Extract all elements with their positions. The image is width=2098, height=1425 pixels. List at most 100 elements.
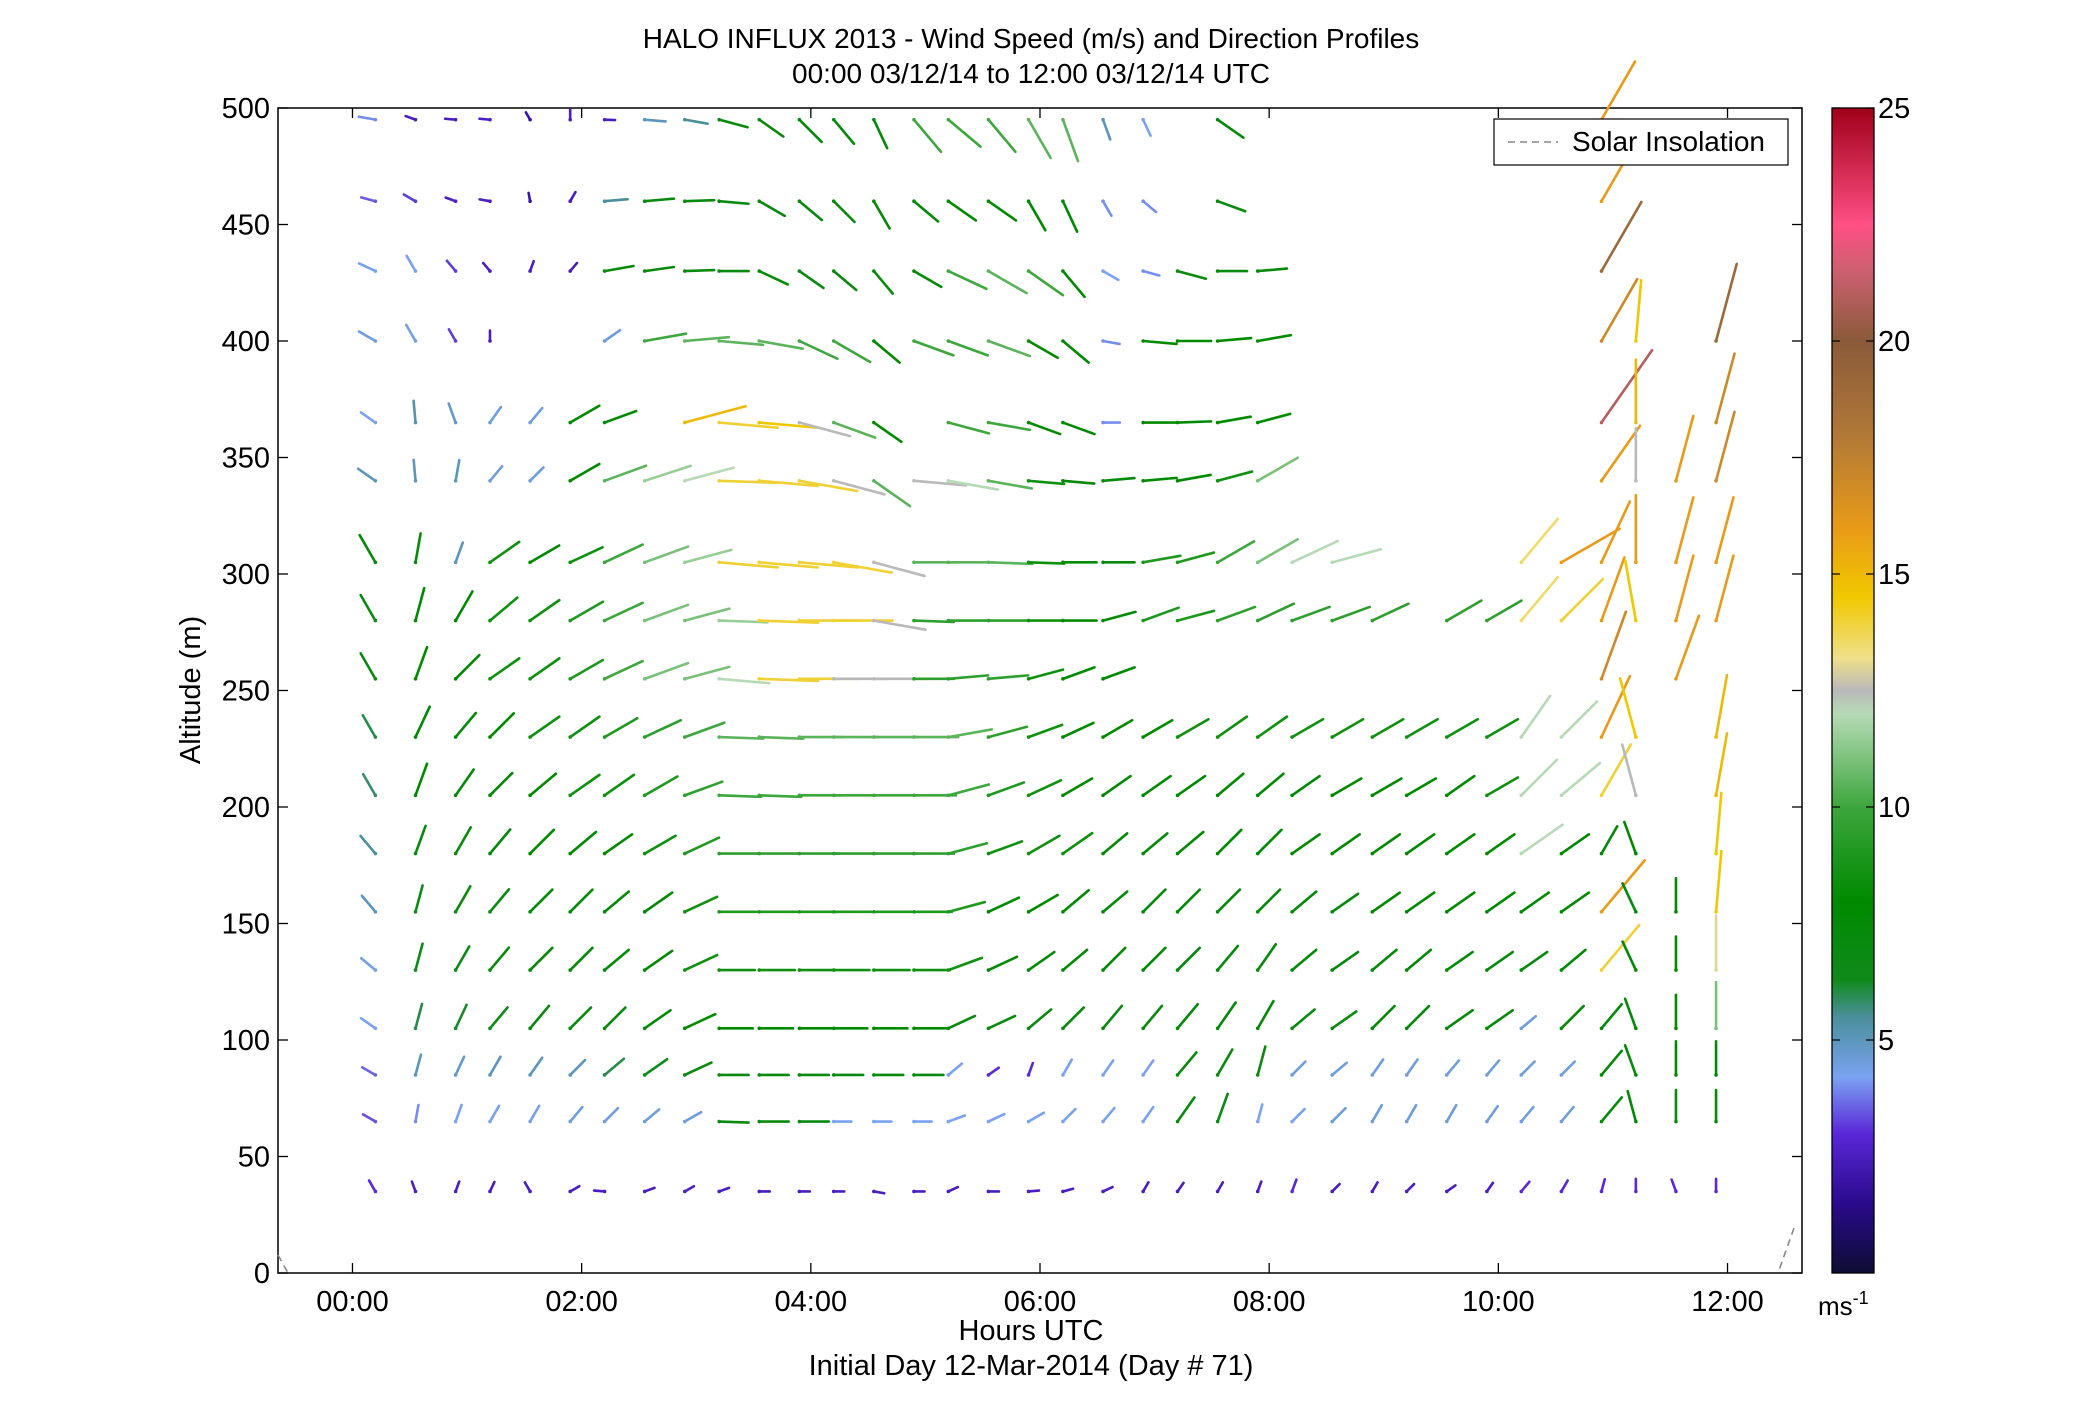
wind-vector xyxy=(414,705,432,739)
colorbar-unit: ms-1 xyxy=(1818,1288,1869,1321)
wind-vector-base xyxy=(797,420,802,425)
wind-vector-base xyxy=(1599,479,1604,483)
wind-vector-base xyxy=(1370,1026,1375,1031)
wind-vector xyxy=(1371,1004,1396,1030)
wind-vector-base xyxy=(642,560,647,565)
colorbar-fill xyxy=(1832,108,1874,1273)
wind-vector-base xyxy=(1255,339,1260,343)
wind-vector-base xyxy=(831,968,836,972)
wind-vector-base xyxy=(682,851,687,856)
colorbar-unit-exponent: -1 xyxy=(1853,1288,1869,1308)
wind-vector-base xyxy=(413,1073,418,1077)
wind-vector-base xyxy=(568,560,572,565)
wind-vector-base xyxy=(488,339,492,343)
wind-vector xyxy=(488,1055,502,1077)
wind-vector xyxy=(643,891,674,914)
wind-vector-base xyxy=(682,117,687,122)
wind-vector xyxy=(1445,1008,1474,1030)
wind-vector-base xyxy=(568,1026,572,1031)
wind-vector xyxy=(1176,269,1208,281)
wind-vector xyxy=(454,653,481,681)
wind-vector-base xyxy=(488,677,492,681)
wind-vector xyxy=(1027,199,1047,232)
wind-vector xyxy=(757,794,803,799)
wind-vector-base xyxy=(568,269,572,273)
wind-vector-base xyxy=(1141,339,1145,343)
wind-vector-base xyxy=(1330,793,1334,798)
wind-vector xyxy=(1216,540,1256,564)
wind-vector-base xyxy=(568,117,572,122)
wind-vector xyxy=(488,596,519,622)
wind-vector-base xyxy=(1599,793,1604,798)
wind-vector-base xyxy=(602,339,607,343)
wind-vector-base xyxy=(1026,1189,1031,1194)
wind-vector-base xyxy=(488,1073,492,1077)
wind-vector-base xyxy=(1255,560,1260,565)
wind-vector-base xyxy=(602,968,607,972)
wind-vector-base xyxy=(453,560,458,565)
wind-vector-base xyxy=(453,199,458,203)
wind-vector-base xyxy=(488,199,492,203)
wind-vector-base xyxy=(373,793,378,798)
wind-vector xyxy=(1371,602,1410,622)
y-tick-label: 300 xyxy=(222,559,270,591)
wind-vector-base xyxy=(797,117,802,122)
wind-vector-base xyxy=(872,793,876,798)
wind-vector xyxy=(832,561,893,574)
colorbar-tick-label: 15 xyxy=(1878,559,1910,591)
wind-vector xyxy=(1600,200,1643,273)
wind-vector-base xyxy=(831,677,836,681)
wind-vector-base xyxy=(453,420,458,425)
wind-vector xyxy=(1445,950,1474,972)
wind-vector-base xyxy=(602,677,607,681)
wind-vector xyxy=(1371,833,1402,855)
wind-vector xyxy=(1445,774,1476,797)
y-tick-label: 100 xyxy=(222,1025,270,1057)
wind-vector-base xyxy=(1061,269,1065,273)
wind-vector-base xyxy=(642,117,647,122)
wind-vector xyxy=(1485,717,1520,739)
wind-vector xyxy=(1101,666,1136,681)
wind-vector-base xyxy=(797,677,802,681)
wind-vector-base xyxy=(986,1073,991,1077)
wind-vector xyxy=(1600,1002,1624,1030)
wind-vector-base xyxy=(757,1026,762,1031)
wind-vector xyxy=(603,716,639,739)
wind-vector-base xyxy=(642,1119,647,1124)
wind-vector-base xyxy=(1714,968,1718,972)
wind-vector xyxy=(1623,997,1638,1030)
wind-vector-base xyxy=(453,968,458,972)
wind-vector xyxy=(1141,1059,1155,1077)
wind-vector-base xyxy=(831,560,836,565)
wind-vector xyxy=(643,1108,661,1123)
wind-vector-base xyxy=(757,269,762,273)
wind-vector xyxy=(359,1016,377,1030)
wind-vector xyxy=(1176,717,1210,739)
wind-vector-base xyxy=(797,1073,802,1077)
wind-vector xyxy=(1485,1104,1500,1123)
wind-vector xyxy=(757,479,820,488)
wind-vector-base xyxy=(528,677,532,681)
wind-vector-base xyxy=(717,1189,721,1194)
wind-vector-base xyxy=(1061,1026,1065,1031)
wind-vector-base xyxy=(1485,1189,1489,1194)
wind-vector-base xyxy=(717,1026,721,1031)
wind-vector xyxy=(1714,791,1723,855)
wind-vector-base xyxy=(1026,117,1031,122)
wind-vector xyxy=(1560,761,1602,797)
wind-vector-base xyxy=(413,618,418,623)
wind-vector-base xyxy=(488,269,492,273)
wind-vector-base xyxy=(912,735,916,739)
wind-vector-base xyxy=(413,269,418,273)
wind-vector-base xyxy=(453,735,458,739)
wind-vector xyxy=(1061,1006,1086,1030)
wind-vector-base xyxy=(1599,677,1604,681)
wind-vector-base xyxy=(1674,910,1678,914)
wind-vector-base xyxy=(1714,1119,1718,1124)
wind-vector xyxy=(1330,833,1362,855)
wind-vector-base xyxy=(1061,199,1065,203)
wind-vector xyxy=(454,885,472,914)
wind-vector-base xyxy=(373,968,378,972)
wind-vector xyxy=(488,1006,509,1030)
wind-vector-base xyxy=(1599,735,1604,739)
